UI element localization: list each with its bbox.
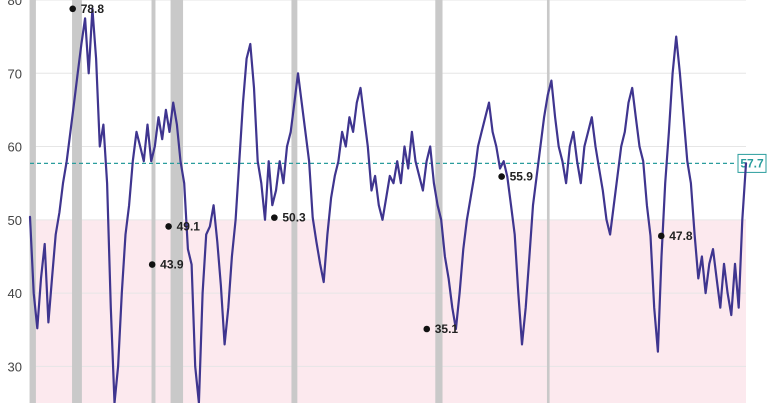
recession-band (72, 0, 82, 403)
recession-band (435, 0, 443, 403)
annotated-point (423, 325, 431, 333)
annotated-point-label: 55.9 (510, 170, 534, 184)
recession-band (30, 0, 36, 403)
y-tick-label: 40 (8, 286, 22, 301)
below-50-zone (30, 219, 746, 403)
annotated-point (498, 173, 505, 180)
y-tick-label: 70 (8, 66, 22, 81)
recession-band (291, 0, 298, 403)
recession-band (546, 0, 550, 403)
annotated-point-label: 47.8 (669, 229, 693, 243)
annotated-point (271, 214, 278, 221)
y-tick-label: 80 (8, 0, 22, 8)
below-50-fill (30, 219, 746, 403)
series (28, 7, 748, 403)
y-tick-label: 50 (8, 213, 22, 228)
recession-band (170, 0, 184, 403)
y-tick-label: 60 (8, 140, 22, 155)
annotated-points: 78.8 43.9 49.1 50.3 35.1 55.9 47.8 (69, 2, 693, 336)
recession-bands (30, 0, 550, 403)
annotated-point-label: 78.8 (81, 2, 105, 16)
annotated-point-label: 49.1 (177, 219, 201, 233)
annotated-point (148, 261, 156, 268)
series-line (28, 7, 748, 403)
annotated-point (69, 5, 76, 13)
annotated-point-label: 43.9 (160, 258, 184, 272)
annotated-point-label: 35.1 (435, 322, 459, 336)
annotated-point (165, 223, 172, 230)
reference-value-label: 57.7 (740, 156, 764, 170)
recession-band (151, 0, 156, 403)
annotated-point (657, 232, 665, 240)
y-axis-ticks: 30 40 50 60 70 80 (8, 0, 22, 374)
annotated-point-label: 50.3 (282, 211, 306, 225)
y-tick-label: 30 (8, 359, 22, 374)
